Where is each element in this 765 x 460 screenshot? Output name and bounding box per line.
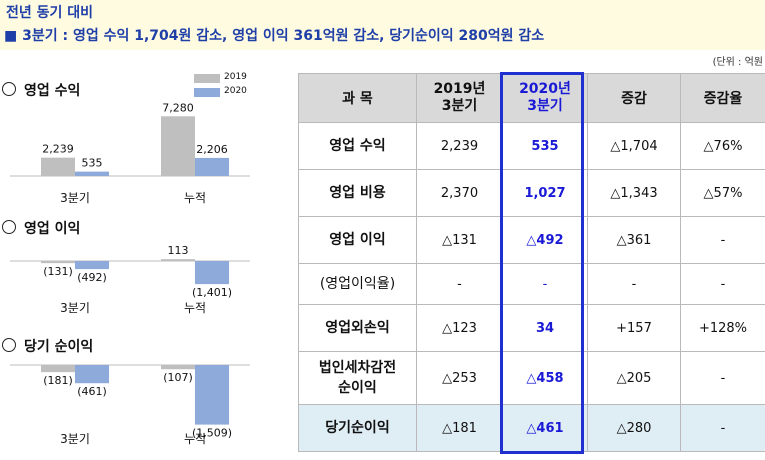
value-2020-cell: - [502, 263, 588, 305]
circle-bullet-icon [2, 82, 16, 96]
section-title-text: 영업 수익 [24, 83, 81, 99]
row-item-cell: 영업외손익 [298, 304, 417, 352]
data-label: 7,280 [162, 101, 194, 114]
rate-cell: - [680, 216, 765, 264]
financial-table: 과 목 2019년 3분기 2020년 3분기 증감 증감율 영업 수익 2,23… [298, 73, 765, 452]
section-title-operating-income: 영업 이익 [2, 218, 80, 238]
data-label: (181) [43, 374, 73, 387]
row-item-cell: (영업이익율) [298, 263, 417, 305]
circle-bullet-icon [2, 220, 16, 234]
category-label: 3분기 [60, 191, 90, 205]
value-2019-cell: △253 [416, 351, 503, 405]
table-row: 당기순이익 △181 △461 △280- [298, 404, 765, 452]
change-cell: △361 [587, 216, 681, 264]
section-title-text: 영업 이익 [24, 221, 81, 237]
header-item: 과 목 [298, 73, 417, 123]
data-label: 2,239 [42, 143, 74, 156]
category-label: 누적 [184, 301, 206, 315]
bar-2019-0 [41, 261, 75, 264]
bar-2019-1 [161, 259, 195, 261]
bar-2020-1 [195, 261, 229, 285]
change-cell: △1,704 [587, 122, 681, 170]
bar-2019-1 [161, 116, 195, 176]
value-2020-cell: △492 [502, 216, 588, 264]
table-header-row: 과 목 2019년 3분기 2020년 3분기 증감 증감율 [298, 73, 765, 123]
row-item-cell: 법인세차감전 순이익 [298, 351, 417, 405]
circle-bullet-icon [2, 338, 16, 352]
value-2019-cell: 2,239 [416, 122, 503, 170]
bar-2020-1 [195, 157, 229, 176]
table-row: 영업외손익 △123 34 +157 +128% [298, 304, 765, 352]
legend-label: 2019 [224, 72, 247, 82]
row-item-cell: 영업 이익 [298, 216, 417, 264]
legend-label: 2020 [224, 86, 247, 96]
section-title-revenue: 영업 수익 [2, 80, 80, 100]
header-banner: 전년 동기 대비 ■ 3분기 : 영업 수익 1,704원 감소, 영업 이익 … [0, 0, 765, 50]
bar-2020-0 [75, 261, 109, 270]
row-item-cell: 영업 비용 [298, 169, 417, 217]
bar-2020-0 [75, 171, 109, 176]
value-2019-cell: 2,370 [416, 169, 503, 217]
data-label: 2,206 [196, 143, 228, 156]
value-2020-cell: 535 [502, 122, 588, 170]
rate-cell: +128% [680, 304, 765, 352]
value-2020-cell: △458 [502, 351, 588, 405]
header-2020: 2020년 3분기 [502, 73, 588, 123]
section-title-net-income: 당기 순이익 [2, 336, 93, 356]
value-2019-cell: △181 [416, 404, 503, 452]
value-2020-cell: 1,027 [502, 169, 588, 217]
net-income-bar-chart: (181) (107) (461) (1,509) 3분기 누적 [10, 364, 250, 446]
row-item-cell: 당기순이익 [298, 404, 417, 452]
change-cell: △205 [587, 351, 681, 405]
rate-cell: - [680, 404, 765, 452]
change-cell: △1,343 [587, 169, 681, 217]
header-subtitle: ■ 3분기 : 영업 수익 1,704원 감소, 영업 이익 361억원 감소,… [4, 28, 545, 44]
value-2019-cell: - [416, 263, 503, 305]
operating-income-bar-chart: (131) 113 (492) (1,401) 3분기 누적 [10, 244, 250, 315]
change-cell: +157 [587, 304, 681, 352]
value-2020-cell: △461 [502, 404, 588, 452]
rate-cell: △57% [680, 169, 765, 217]
value-2019-cell: △131 [416, 216, 503, 264]
table-row: 영업 비용 2,370 1,027 △1,343 △57% [298, 169, 765, 217]
data-label: 535 [82, 157, 103, 170]
header-title: 전년 동기 대비 [6, 5, 94, 21]
data-label: (461) [77, 385, 107, 398]
header-2019: 2019년 3분기 [416, 73, 503, 123]
rate-cell: △76% [680, 122, 765, 170]
change-cell: - [587, 263, 681, 305]
header-rate: 증감율 [680, 73, 765, 123]
table-row: (영업이익율) - - - - [298, 263, 765, 305]
bar-2020-1 [195, 365, 229, 425]
category-label: 3분기 [60, 301, 90, 315]
category-label: 누적 [184, 191, 206, 205]
row-item-cell: 영업 수익 [298, 122, 417, 170]
category-label: 누적 [184, 432, 206, 446]
change-cell: △280 [587, 404, 681, 452]
data-label: (1,509) [192, 427, 232, 440]
header-change: 증감 [587, 73, 681, 123]
rate-cell: - [680, 351, 765, 405]
table-row: 법인세차감전 순이익 △253 △458 △205- [298, 351, 765, 405]
data-label: (107) [163, 371, 193, 384]
data-label: (1,401) [192, 286, 232, 299]
section-title-text: 당기 순이익 [24, 339, 94, 355]
bar-2020-0 [75, 365, 109, 384]
value-2020-cell: 34 [502, 304, 588, 352]
unit-note: (단위 : 억원 [712, 57, 763, 68]
data-label: (492) [77, 271, 107, 284]
table-row: 영업 수익 2,239 535 △1,704 △76% [298, 122, 765, 170]
legend-swatch [194, 74, 220, 83]
table-row: 영업 이익 △131 △492 △361- [298, 216, 765, 264]
bar-2019-1 [161, 365, 195, 370]
legend-swatch [194, 88, 220, 97]
value-2019-cell: △123 [416, 304, 503, 352]
rate-cell: - [680, 263, 765, 305]
category-label: 3분기 [60, 432, 90, 446]
data-label: 113 [168, 244, 189, 257]
revenue-bar-chart: 2,239 7,280 535 2,206 3분기 누적 [10, 101, 250, 205]
data-label: (131) [43, 265, 73, 278]
bar-2019-0 [41, 157, 75, 176]
bar-2019-0 [41, 365, 75, 373]
